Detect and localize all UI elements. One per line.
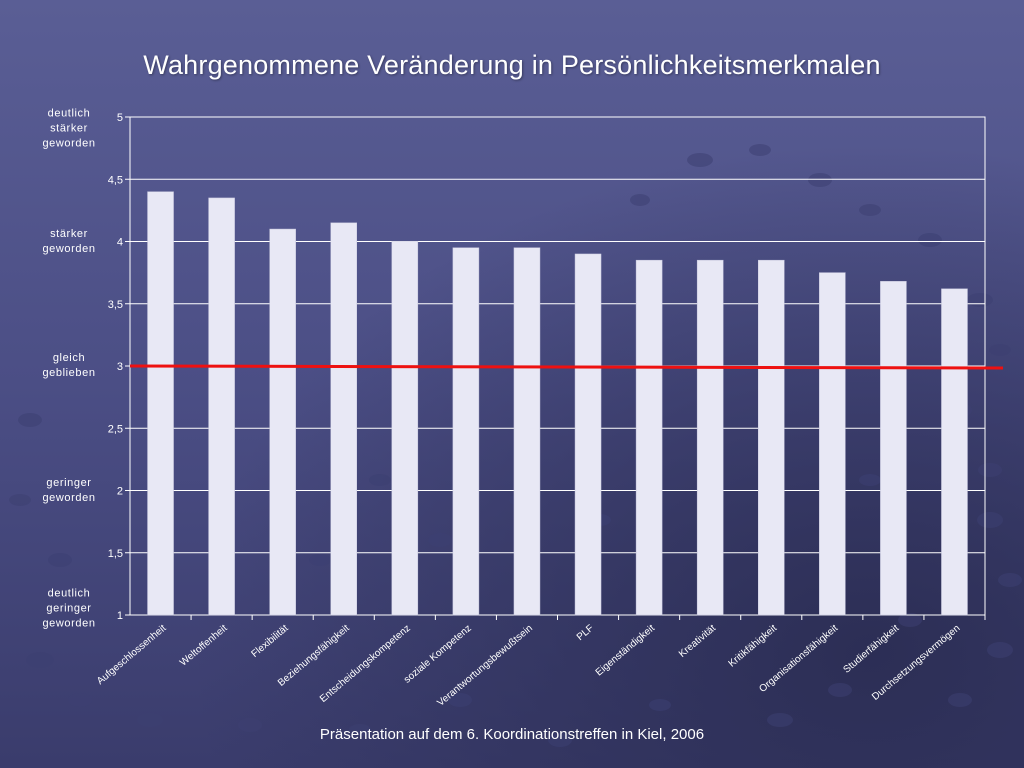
- x-tick-label: PLF: [575, 623, 596, 643]
- y-axis-annotation: stärker geworden: [24, 227, 114, 257]
- y-tick-label: 4: [117, 237, 123, 249]
- bar: [758, 259, 785, 616]
- x-tick-label: Kreativität: [677, 623, 718, 660]
- reference-line: [129, 364, 1004, 370]
- x-tick-label: Aufgeschlossenheit: [95, 623, 169, 687]
- y-tick-label: 2: [117, 486, 123, 498]
- y-axis-annotation-line: geworden: [42, 491, 96, 504]
- y-axis-annotation: deutlich stärker geworden: [24, 107, 114, 152]
- y-axis-annotation-line: gleich: [52, 352, 86, 364]
- bar: [391, 241, 419, 616]
- y-axis-annotation-line: geworden: [42, 242, 96, 255]
- bar: [269, 228, 296, 616]
- y-axis-annotation-line: geworden: [42, 617, 96, 630]
- y-axis-annotation-line: geringer: [46, 602, 92, 615]
- y-axis-annotation-line: geworden: [42, 137, 96, 150]
- y-axis-annotation: geringer geworden: [24, 476, 114, 506]
- y-axis-annotation-line: stärker: [50, 227, 88, 240]
- bar: [452, 247, 480, 616]
- chart-title: Wahrgenommene Veränderung in Persönlichk…: [143, 50, 881, 80]
- x-tick-label: Kritikfähigkeit: [727, 623, 780, 670]
- bar: [147, 191, 174, 616]
- y-tick-label: 4,5: [108, 174, 123, 186]
- bar: [941, 288, 968, 616]
- y-tick-label: 2,5: [108, 423, 123, 435]
- y-axis-annotation-line: geringer: [46, 476, 92, 489]
- bar: [330, 222, 357, 616]
- y-axis-annotation-line: deutlich: [47, 587, 91, 600]
- y-tick-label: 3: [117, 361, 123, 373]
- x-tick-label: Flexibilität: [249, 623, 290, 660]
- bar: [696, 259, 724, 616]
- x-tick-label: Studierfähigkeit: [841, 623, 901, 676]
- y-tick-label: 1: [117, 610, 123, 622]
- bar: [208, 197, 235, 616]
- y-axis-annotation-line: geblieben: [42, 367, 96, 379]
- bar: [819, 272, 846, 616]
- y-tick-label: 5: [117, 112, 123, 124]
- y-axis-annotation: gleich geblieben: [24, 351, 114, 381]
- x-tick-label: Weltoffenheit: [178, 623, 230, 669]
- y-tick-label: 1,5: [108, 548, 123, 560]
- y-axis-annotation: deutlich geringer geworden: [24, 587, 114, 632]
- bar: [880, 281, 907, 616]
- y-tick-label: 3,5: [108, 299, 123, 311]
- footer-text: Präsentation auf dem 6. Koordinationstre…: [319, 726, 705, 743]
- y-axis-annotation-line: stärker: [50, 122, 88, 135]
- x-tick-label: Eigenständigkeit: [594, 623, 657, 679]
- bar: [513, 247, 541, 616]
- y-axis-annotation-line: deutlich: [47, 107, 91, 120]
- bar: [574, 253, 602, 616]
- bar: [635, 259, 663, 616]
